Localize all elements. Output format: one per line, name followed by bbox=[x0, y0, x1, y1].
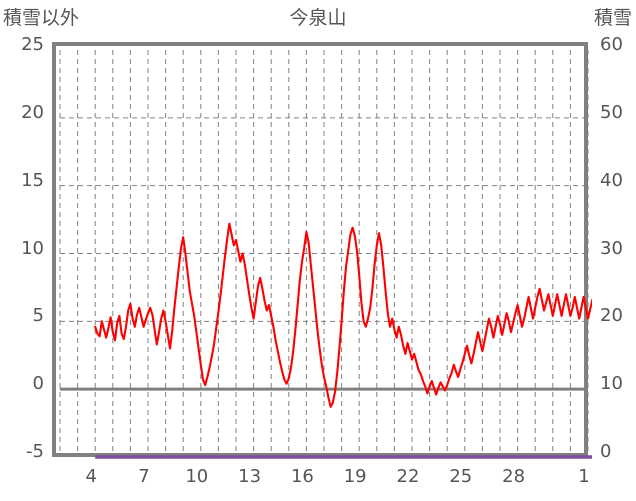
x-axis-tick-label: 19 bbox=[343, 466, 367, 487]
x-axis-tick-label: 4 bbox=[85, 466, 97, 487]
y-axis-right-tick-label: 50 bbox=[600, 101, 623, 123]
x-axis-tick-label: 13 bbox=[238, 466, 262, 487]
plot-area bbox=[52, 42, 592, 459]
x-axis-tick-label: 7 bbox=[138, 466, 150, 487]
y-axis-left-tick-label: 0 bbox=[32, 373, 44, 395]
x-axis-tick-label: 10 bbox=[185, 466, 209, 487]
y-axis-left-tick-label: 10 bbox=[21, 237, 44, 259]
y-axis-right-tick-label: 10 bbox=[600, 373, 623, 395]
series-snow-depth-line bbox=[95, 455, 592, 459]
y-axis-left-tick-label: 20 bbox=[21, 101, 44, 123]
y-axis-right-tick-label: 30 bbox=[600, 237, 623, 259]
y-axis-right-tick-label: 40 bbox=[600, 169, 623, 191]
series-snow-free-line bbox=[94, 222, 592, 408]
y-axis-right-tick-label: 20 bbox=[600, 305, 623, 327]
y-axis-right-tick-label: 60 bbox=[600, 34, 623, 55]
y-axis-right-tick-label: 0 bbox=[600, 441, 612, 462]
right-axis-title: 積雪 bbox=[593, 7, 632, 29]
x-axis-tick-label: 1 bbox=[578, 466, 590, 487]
y-axis-left-tick-label: -5 bbox=[26, 441, 44, 462]
x-axis-tick-label: 16 bbox=[290, 466, 314, 487]
y-axis-left-tick-label: 15 bbox=[21, 169, 44, 191]
grid-layer bbox=[59, 50, 589, 457]
y-axis-left-tick-label: 5 bbox=[32, 305, 44, 327]
x-axis-tick-label: 22 bbox=[396, 466, 420, 487]
x-axis-tick-label: 28 bbox=[502, 466, 526, 487]
x-axis-tick-label: 25 bbox=[449, 466, 473, 487]
left-axis-title: 積雪以外 bbox=[3, 7, 80, 29]
chart-title: 今泉山 bbox=[289, 7, 347, 29]
y-axis-left-tick-label: 25 bbox=[21, 34, 44, 55]
